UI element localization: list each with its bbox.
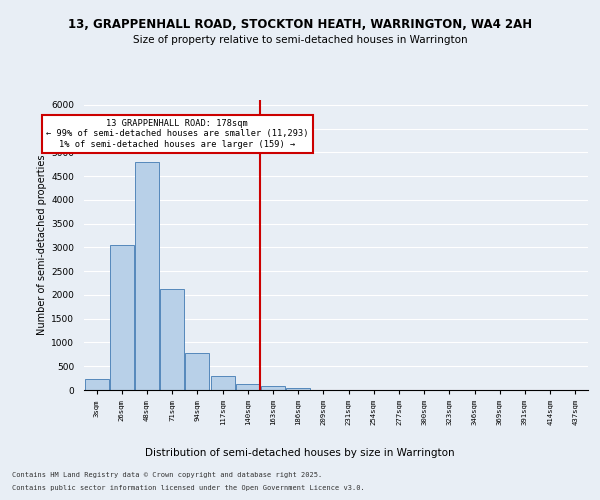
Bar [185,353,209,390]
Bar [211,376,235,390]
Text: 13 GRAPPENHALL ROAD: 178sqm
← 99% of semi-detached houses are smaller (11,293)
1: 13 GRAPPENHALL ROAD: 178sqm ← 99% of sem… [46,119,308,149]
Bar [286,388,310,390]
Bar [135,162,159,390]
Bar [110,245,134,390]
Text: 13, GRAPPENHALL ROAD, STOCKTON HEATH, WARRINGTON, WA4 2AH: 13, GRAPPENHALL ROAD, STOCKTON HEATH, WA… [68,18,532,30]
Bar [236,384,260,390]
Bar [160,288,184,390]
Text: Distribution of semi-detached houses by size in Warrington: Distribution of semi-detached houses by … [145,448,455,458]
Text: Contains HM Land Registry data © Crown copyright and database right 2025.: Contains HM Land Registry data © Crown c… [12,472,322,478]
Text: Size of property relative to semi-detached houses in Warrington: Size of property relative to semi-detach… [133,35,467,45]
Bar [261,386,285,390]
Y-axis label: Number of semi-detached properties: Number of semi-detached properties [37,155,47,336]
Bar [85,379,109,390]
Text: Contains public sector information licensed under the Open Government Licence v3: Contains public sector information licen… [12,485,365,491]
